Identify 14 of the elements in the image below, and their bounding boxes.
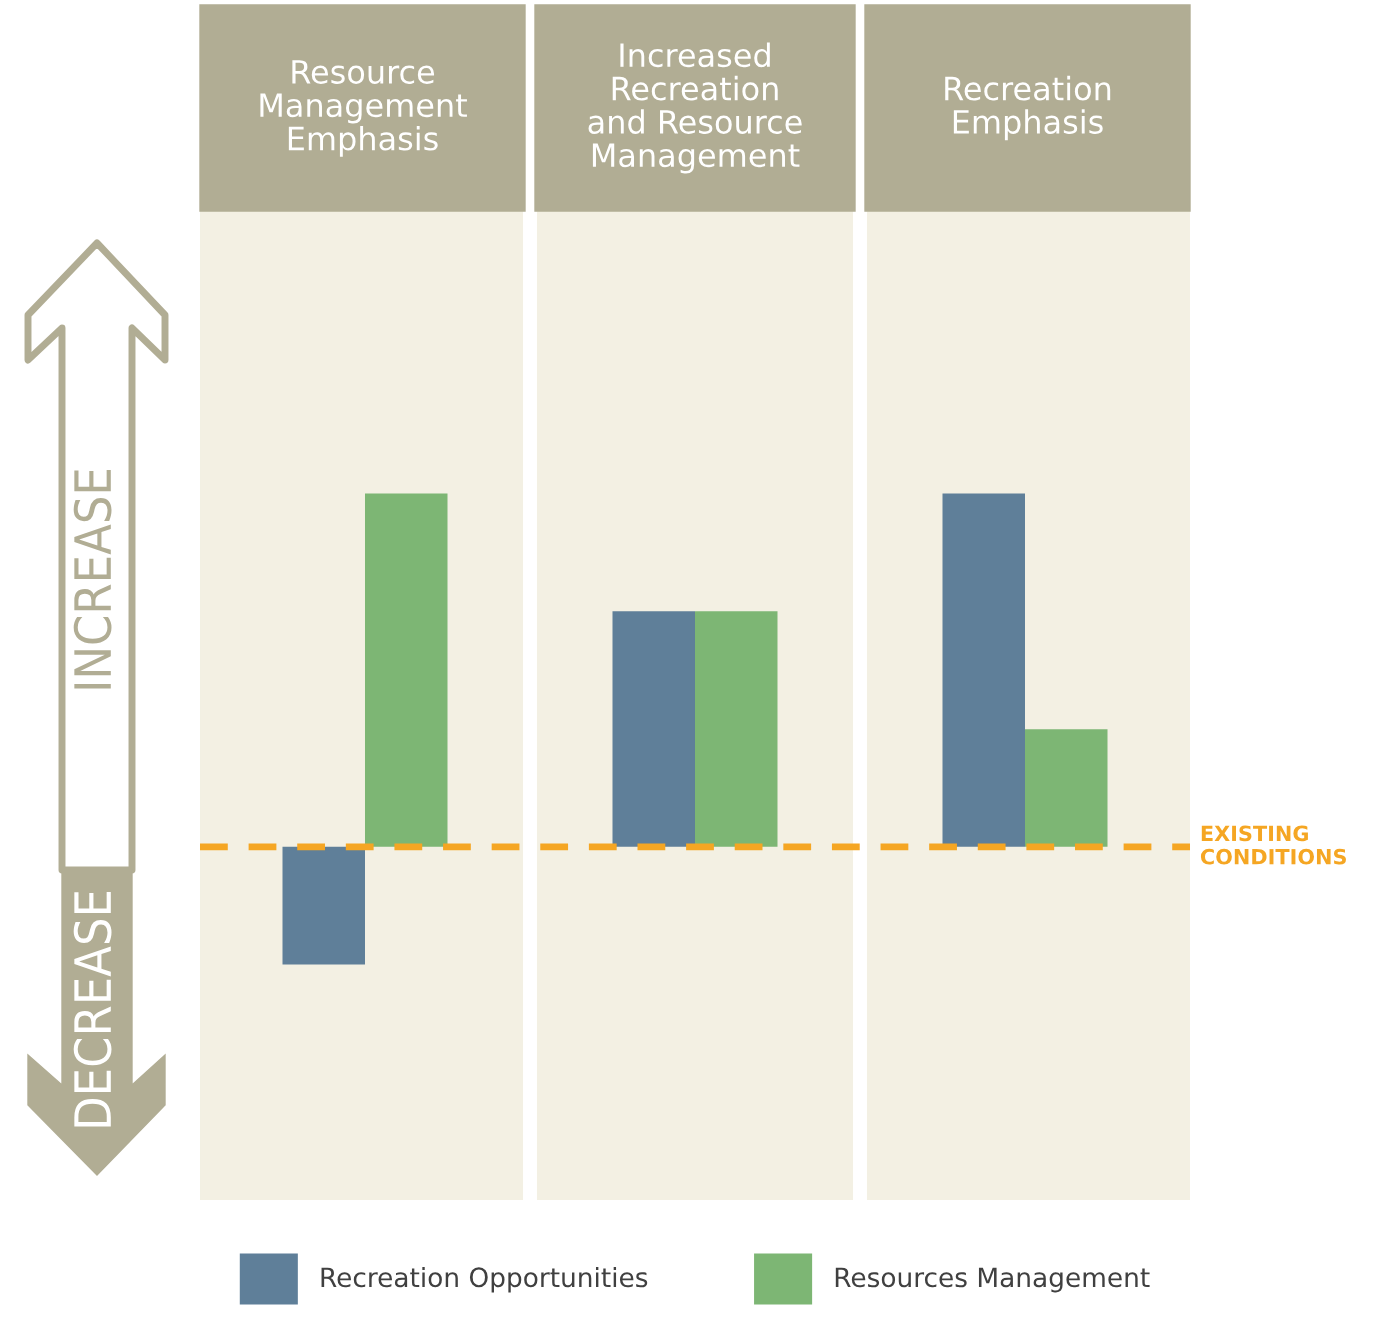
x-tick-label: Recreation Emphasis xyxy=(945,75,1111,141)
bar xyxy=(282,846,365,965)
ref-line-label: EXISTING CONDITIONS xyxy=(1200,825,1346,865)
legend-label: Resources Management xyxy=(835,1267,1150,1293)
text: INCREASE xyxy=(73,469,112,689)
bar xyxy=(365,493,448,847)
bar xyxy=(942,493,1025,847)
x-tick-label: Resource Management Emphasis xyxy=(260,60,467,157)
text: DECREASE xyxy=(73,891,112,1127)
legend-label: Recreation Opportunities xyxy=(321,1266,648,1293)
x-tick-label: Increased Recreation and Resource Management xyxy=(588,42,802,174)
bar xyxy=(1025,729,1108,847)
bar xyxy=(695,611,778,847)
bar xyxy=(612,611,695,847)
